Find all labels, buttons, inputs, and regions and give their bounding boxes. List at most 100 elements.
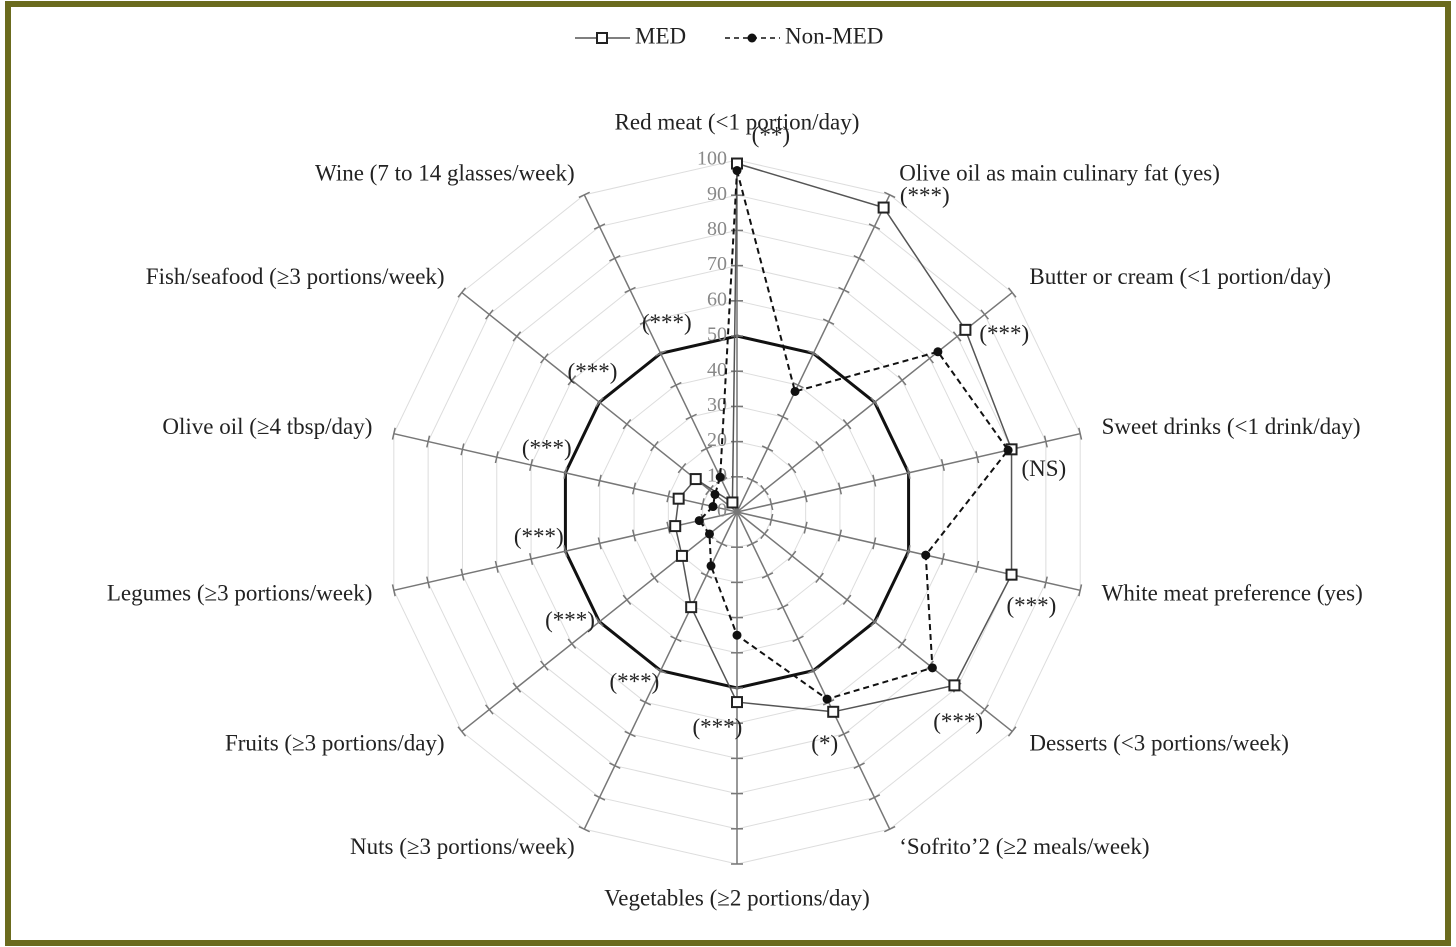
significance-label: (***) <box>545 607 595 632</box>
tick-mark <box>787 462 797 474</box>
category-label: Wine (7 to 14 glasses/week) <box>315 160 575 185</box>
tick-mark <box>595 616 604 627</box>
tick-mark <box>980 704 990 715</box>
tick-mark <box>787 550 797 562</box>
tick-mark <box>494 451 499 464</box>
significance-label: (***) <box>642 310 692 335</box>
significance-label: (***) <box>568 359 618 384</box>
category-label: Vegetables (≥2 portions/day) <box>604 885 870 910</box>
tick-mark <box>870 397 879 408</box>
tick-mark <box>853 762 865 769</box>
tick-mark <box>685 413 697 421</box>
tick-mark <box>670 381 682 389</box>
marker <box>959 323 972 336</box>
marker <box>672 492 685 505</box>
marker <box>827 705 840 718</box>
significance-label: (*) <box>811 731 838 756</box>
marker <box>675 549 688 562</box>
y-tick-label: 0 <box>717 500 727 522</box>
tick-mark <box>391 584 396 597</box>
tick-mark <box>484 704 494 715</box>
tick-mark <box>624 730 636 738</box>
category-label: Olive oil (≥4 tbsp/day) <box>162 414 372 439</box>
tick-mark <box>975 451 980 464</box>
marker <box>790 386 800 396</box>
tick-mark <box>769 498 774 511</box>
marker <box>731 696 743 709</box>
significance-label: (**) <box>752 122 790 147</box>
marker <box>726 496 739 509</box>
marker <box>822 694 832 704</box>
tick-mark <box>484 309 494 320</box>
significance-label: (***) <box>692 714 742 739</box>
tick-mark <box>666 490 671 503</box>
tick-mark <box>822 318 835 325</box>
tick-mark <box>597 474 602 487</box>
tick-mark <box>631 529 637 542</box>
tick-mark <box>567 638 577 649</box>
tick-mark <box>567 375 577 386</box>
tick-mark <box>460 568 465 581</box>
tick-mark <box>883 191 896 199</box>
marker <box>704 529 714 539</box>
tick-mark <box>897 638 907 649</box>
tick-mark <box>650 572 659 583</box>
tick-mark <box>1043 435 1048 448</box>
tick-mark <box>654 667 667 674</box>
marker <box>877 201 890 214</box>
tick-mark <box>1078 584 1083 597</box>
legend-marker <box>747 33 757 43</box>
tick-mark <box>540 353 549 364</box>
y-tick-label: 40 <box>707 359 727 381</box>
tick-mark <box>715 540 728 547</box>
category-label: Legumes (≥3 portions/week) <box>107 581 373 606</box>
tick-mark <box>792 635 804 643</box>
tick-mark <box>760 528 769 540</box>
tick-mark <box>622 419 632 430</box>
tick-mark <box>597 537 602 550</box>
tick-mark <box>906 545 911 558</box>
tick-mark <box>815 572 824 583</box>
tick-mark <box>760 484 769 496</box>
tick-mark <box>624 286 636 294</box>
significance-label: (***) <box>933 709 983 734</box>
significance-label: (NS) <box>1021 456 1066 481</box>
significance-label: (***) <box>609 669 659 694</box>
tick-mark <box>870 616 879 627</box>
legend-marker <box>596 32 608 44</box>
tick-mark <box>837 529 843 542</box>
tick-mark <box>705 484 714 496</box>
category-label: Fish/seafood (≥3 portions/week) <box>146 264 445 289</box>
tick-mark <box>700 572 713 579</box>
significance-label: (***) <box>522 435 572 460</box>
tick-mark <box>807 350 820 357</box>
marker <box>710 489 720 499</box>
tick-mark <box>868 794 881 801</box>
tick-mark <box>792 381 804 389</box>
category-label: Red meat (<1 portion/day) <box>615 109 860 134</box>
significance-label: (***) <box>979 321 1029 346</box>
tick-mark <box>868 223 881 230</box>
tick-mark <box>769 513 774 526</box>
y-tick-label: 80 <box>707 218 727 240</box>
tick-mark <box>670 635 682 643</box>
tick-mark <box>563 466 568 479</box>
tick-mark <box>609 255 621 262</box>
tick-mark <box>940 458 945 472</box>
marker <box>948 679 961 692</box>
category-label: ‘Sofrito’2 (≥2 meals/week) <box>899 834 1149 859</box>
tick-mark <box>746 540 759 547</box>
tick-mark <box>883 825 896 833</box>
y-tick-label: 70 <box>707 253 727 275</box>
tick-mark <box>529 552 534 566</box>
legend-label: MED <box>635 23 686 48</box>
tick-mark <box>803 490 808 503</box>
tick-mark <box>906 466 911 479</box>
marker <box>694 516 704 526</box>
tick-mark <box>1007 726 1017 737</box>
tick-mark <box>639 699 652 706</box>
tick-mark <box>512 331 522 342</box>
frame <box>5 1 1451 946</box>
tick-mark <box>700 498 705 511</box>
tick-mark <box>700 445 713 452</box>
